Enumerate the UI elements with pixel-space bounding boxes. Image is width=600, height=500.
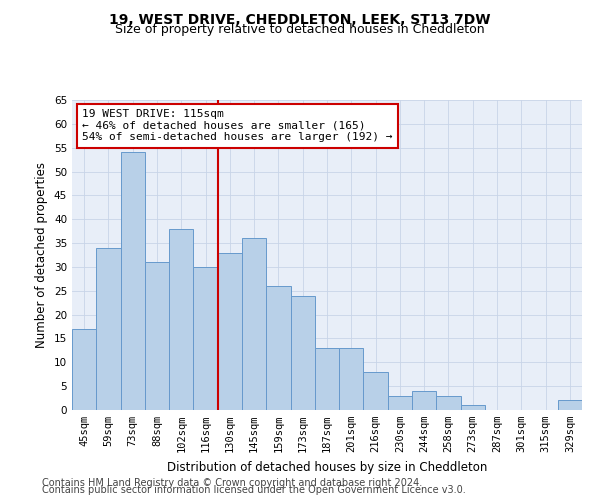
Bar (412, 391, 436, 410)
Bar (193, 267, 218, 410)
Bar (96, 248, 121, 410)
X-axis label: Distribution of detached houses by size in Cheddleton: Distribution of detached houses by size … (167, 460, 487, 473)
Text: 19 WEST DRIVE: 115sqm
← 46% of detached houses are smaller (165)
54% of semi-det: 19 WEST DRIVE: 115sqm ← 46% of detached … (82, 110, 392, 142)
Bar (461, 405, 485, 410)
Bar (145, 262, 169, 410)
Bar (121, 152, 145, 410)
Bar (339, 348, 364, 410)
Bar (364, 372, 388, 410)
Bar (169, 229, 193, 410)
Bar (72, 329, 96, 410)
Bar (436, 396, 461, 410)
Text: Size of property relative to detached houses in Cheddleton: Size of property relative to detached ho… (115, 22, 485, 36)
Bar (266, 286, 290, 410)
Bar (218, 252, 242, 410)
Text: Contains HM Land Registry data © Crown copyright and database right 2024.: Contains HM Land Registry data © Crown c… (42, 478, 422, 488)
Bar (558, 400, 582, 410)
Bar (290, 296, 315, 410)
Bar (315, 348, 339, 410)
Bar (388, 396, 412, 410)
Bar (242, 238, 266, 410)
Y-axis label: Number of detached properties: Number of detached properties (35, 162, 49, 348)
Text: 19, WEST DRIVE, CHEDDLETON, LEEK, ST13 7DW: 19, WEST DRIVE, CHEDDLETON, LEEK, ST13 7… (109, 12, 491, 26)
Text: Contains public sector information licensed under the Open Government Licence v3: Contains public sector information licen… (42, 485, 466, 495)
